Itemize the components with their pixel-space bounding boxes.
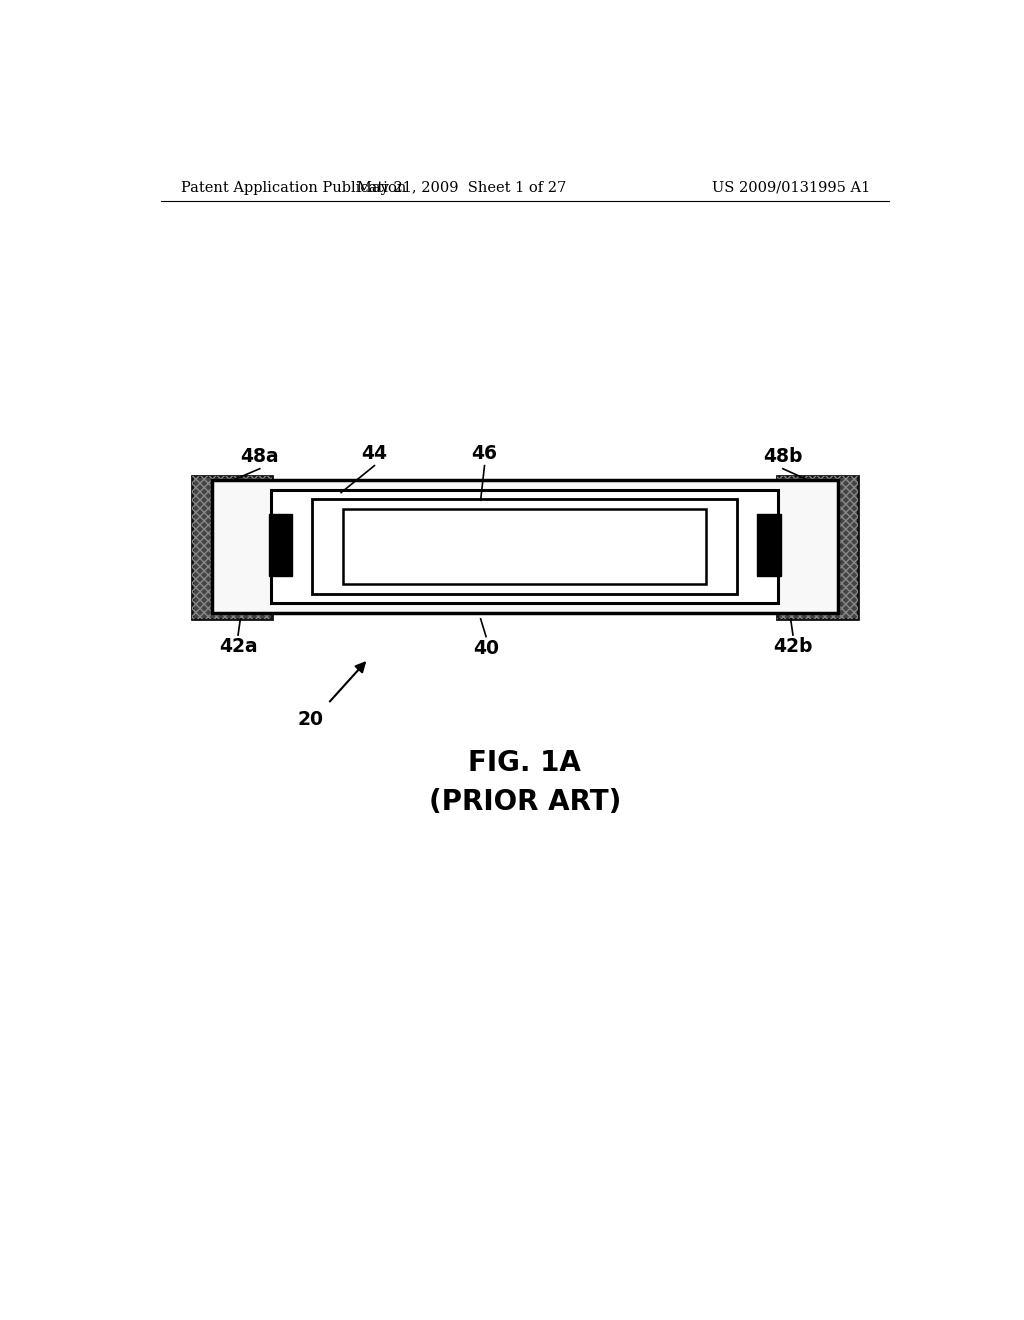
Bar xyxy=(271,490,778,603)
Text: 40: 40 xyxy=(473,639,499,657)
Text: 48a: 48a xyxy=(241,447,280,466)
Bar xyxy=(191,475,272,619)
Bar xyxy=(312,499,737,594)
Text: May 21, 2009  Sheet 1 of 27: May 21, 2009 Sheet 1 of 27 xyxy=(356,181,566,194)
Text: 20: 20 xyxy=(298,710,324,729)
Bar xyxy=(777,475,858,619)
Text: 42b: 42b xyxy=(773,638,813,656)
Text: Patent Application Publication: Patent Application Publication xyxy=(180,181,407,194)
Bar xyxy=(343,508,707,585)
Text: 48b: 48b xyxy=(763,447,803,466)
Text: 42a: 42a xyxy=(219,638,257,656)
Text: 46: 46 xyxy=(471,445,498,463)
Text: FIG. 1A
(PRIOR ART): FIG. 1A (PRIOR ART) xyxy=(429,748,621,816)
Text: 44: 44 xyxy=(361,445,387,463)
Text: US 2009/0131995 A1: US 2009/0131995 A1 xyxy=(713,181,870,194)
Bar xyxy=(777,475,858,619)
Bar xyxy=(269,515,292,576)
Bar xyxy=(758,515,780,576)
Bar xyxy=(212,480,838,612)
Bar xyxy=(191,475,272,619)
